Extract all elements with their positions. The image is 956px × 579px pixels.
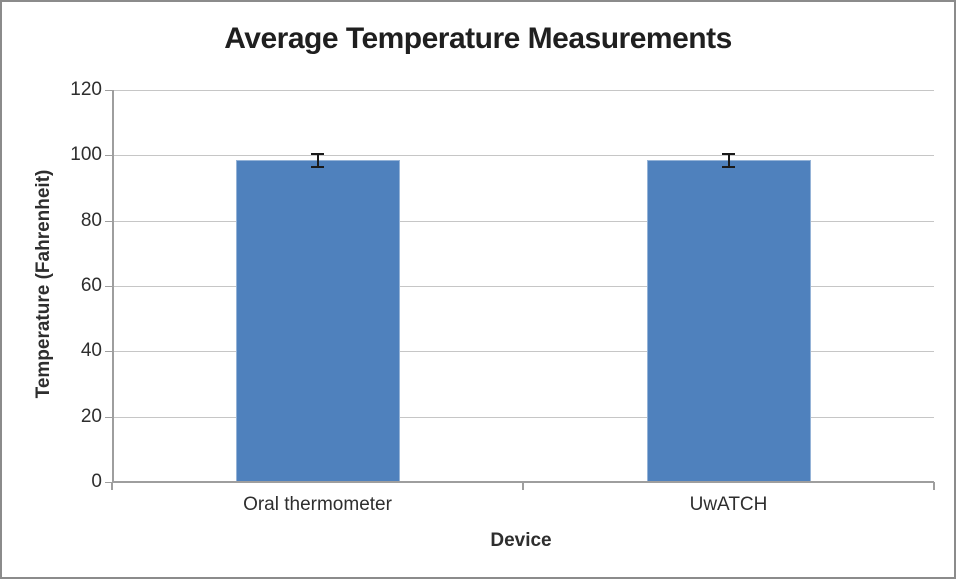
x-axis-tick (111, 482, 113, 490)
chart-title: Average Temperature Measurements (224, 22, 732, 55)
y-axis-tick (105, 155, 112, 157)
x-axis-title: Device (490, 530, 552, 551)
y-tick-label: 80 (80, 209, 102, 231)
y-axis-tick (105, 90, 112, 91)
y-tick-label: 100 (70, 144, 102, 166)
bar (646, 160, 811, 482)
error-bar-cap-bottom (311, 165, 324, 168)
error-bar-cap-bottom (722, 165, 735, 168)
y-axis-tick (105, 351, 112, 353)
gridline (112, 220, 934, 222)
error-bar-cap-top (722, 152, 735, 155)
gridline (112, 286, 934, 287)
gridline (112, 90, 934, 91)
y-tick-label: 120 (70, 79, 102, 100)
y-tick-label: 0 (91, 471, 102, 492)
gridline (112, 351, 934, 353)
gridline (112, 416, 934, 418)
y-tick-label: 60 (80, 275, 102, 296)
y-tick-label: 40 (80, 340, 102, 362)
error-bar-cap-top (311, 152, 324, 155)
x-tick-label: Oral thermometer (243, 494, 392, 515)
y-tick-label: 20 (80, 405, 102, 427)
error-bar-line (727, 153, 730, 167)
y-axis-tick (105, 220, 112, 222)
bar (235, 160, 400, 482)
gridline (112, 155, 934, 157)
x-tick-label: UwATCH (689, 494, 768, 515)
error-bar-line (316, 153, 319, 167)
y-axis-tick (105, 416, 112, 418)
x-axis-tick (522, 482, 524, 490)
x-axis-tick (933, 482, 935, 490)
y-axis-tick (105, 286, 112, 287)
y-axis-tick (105, 482, 112, 483)
y-axis-line (112, 90, 114, 482)
